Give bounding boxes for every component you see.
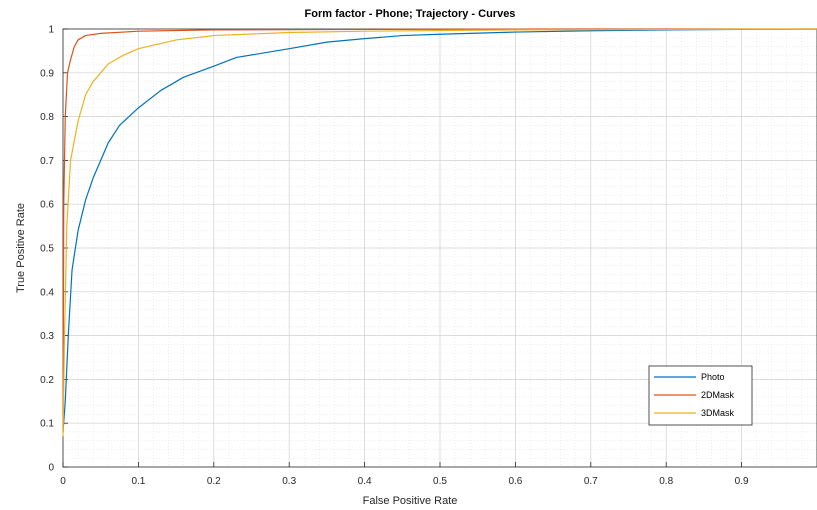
series-line-photo [62,28,817,433]
y-axis-ticks: 0 0.1 0.2 0.3 0.4 0.5 0.6 0.7 0.8 0.9 1 [40,25,68,474]
y-tick-label: 0 [48,463,54,474]
y-tick-label: 0.1 [40,419,54,430]
x-tick-label: 0.1 [131,476,145,487]
x-tick-label: 0.4 [358,476,372,487]
y-tick-label: 0.4 [40,287,54,298]
series-lines [62,28,817,437]
x-tick-label: 0.9 [735,476,749,487]
legend: Photo 2DMask 3DMask [648,365,753,426]
legend-label-2dmask: 2DMask [701,390,735,400]
y-tick-label: 0.7 [40,156,54,167]
series-line-3dmask [62,28,817,437]
x-tick-label: 0.2 [207,476,221,487]
chart-title: Form factor - Phone; Trajectory - Curves [305,8,516,20]
y-tick-label: 0.9 [40,68,54,79]
x-tick-label: 0 [60,476,66,487]
x-axis-ticks: 0 0.1 0.2 0.3 0.4 0.5 0.6 0.7 0.8 0.9 [60,462,749,487]
y-tick-label: 1 [48,25,54,36]
y-tick-label: 0.2 [40,375,54,386]
x-tick-label: 0.7 [584,476,598,487]
legend-label-photo: Photo [701,372,725,382]
legend-label-3dmask: 3DMask [701,408,735,418]
x-tick-label: 0.8 [659,476,673,487]
y-axis-label: True Positive Rate [15,203,27,293]
major-grid [63,29,817,467]
series-line-2dmask [62,28,817,432]
x-tick-label: 0.3 [282,476,296,487]
y-tick-label: 0.3 [40,331,54,342]
x-tick-label: 0.5 [433,476,447,487]
y-tick-label: 0.5 [40,244,54,255]
y-tick-label: 0.6 [40,200,54,211]
x-tick-label: 0.6 [508,476,522,487]
y-tick-label: 0.8 [40,112,54,123]
x-axis-label: False Positive Rate [363,495,458,507]
